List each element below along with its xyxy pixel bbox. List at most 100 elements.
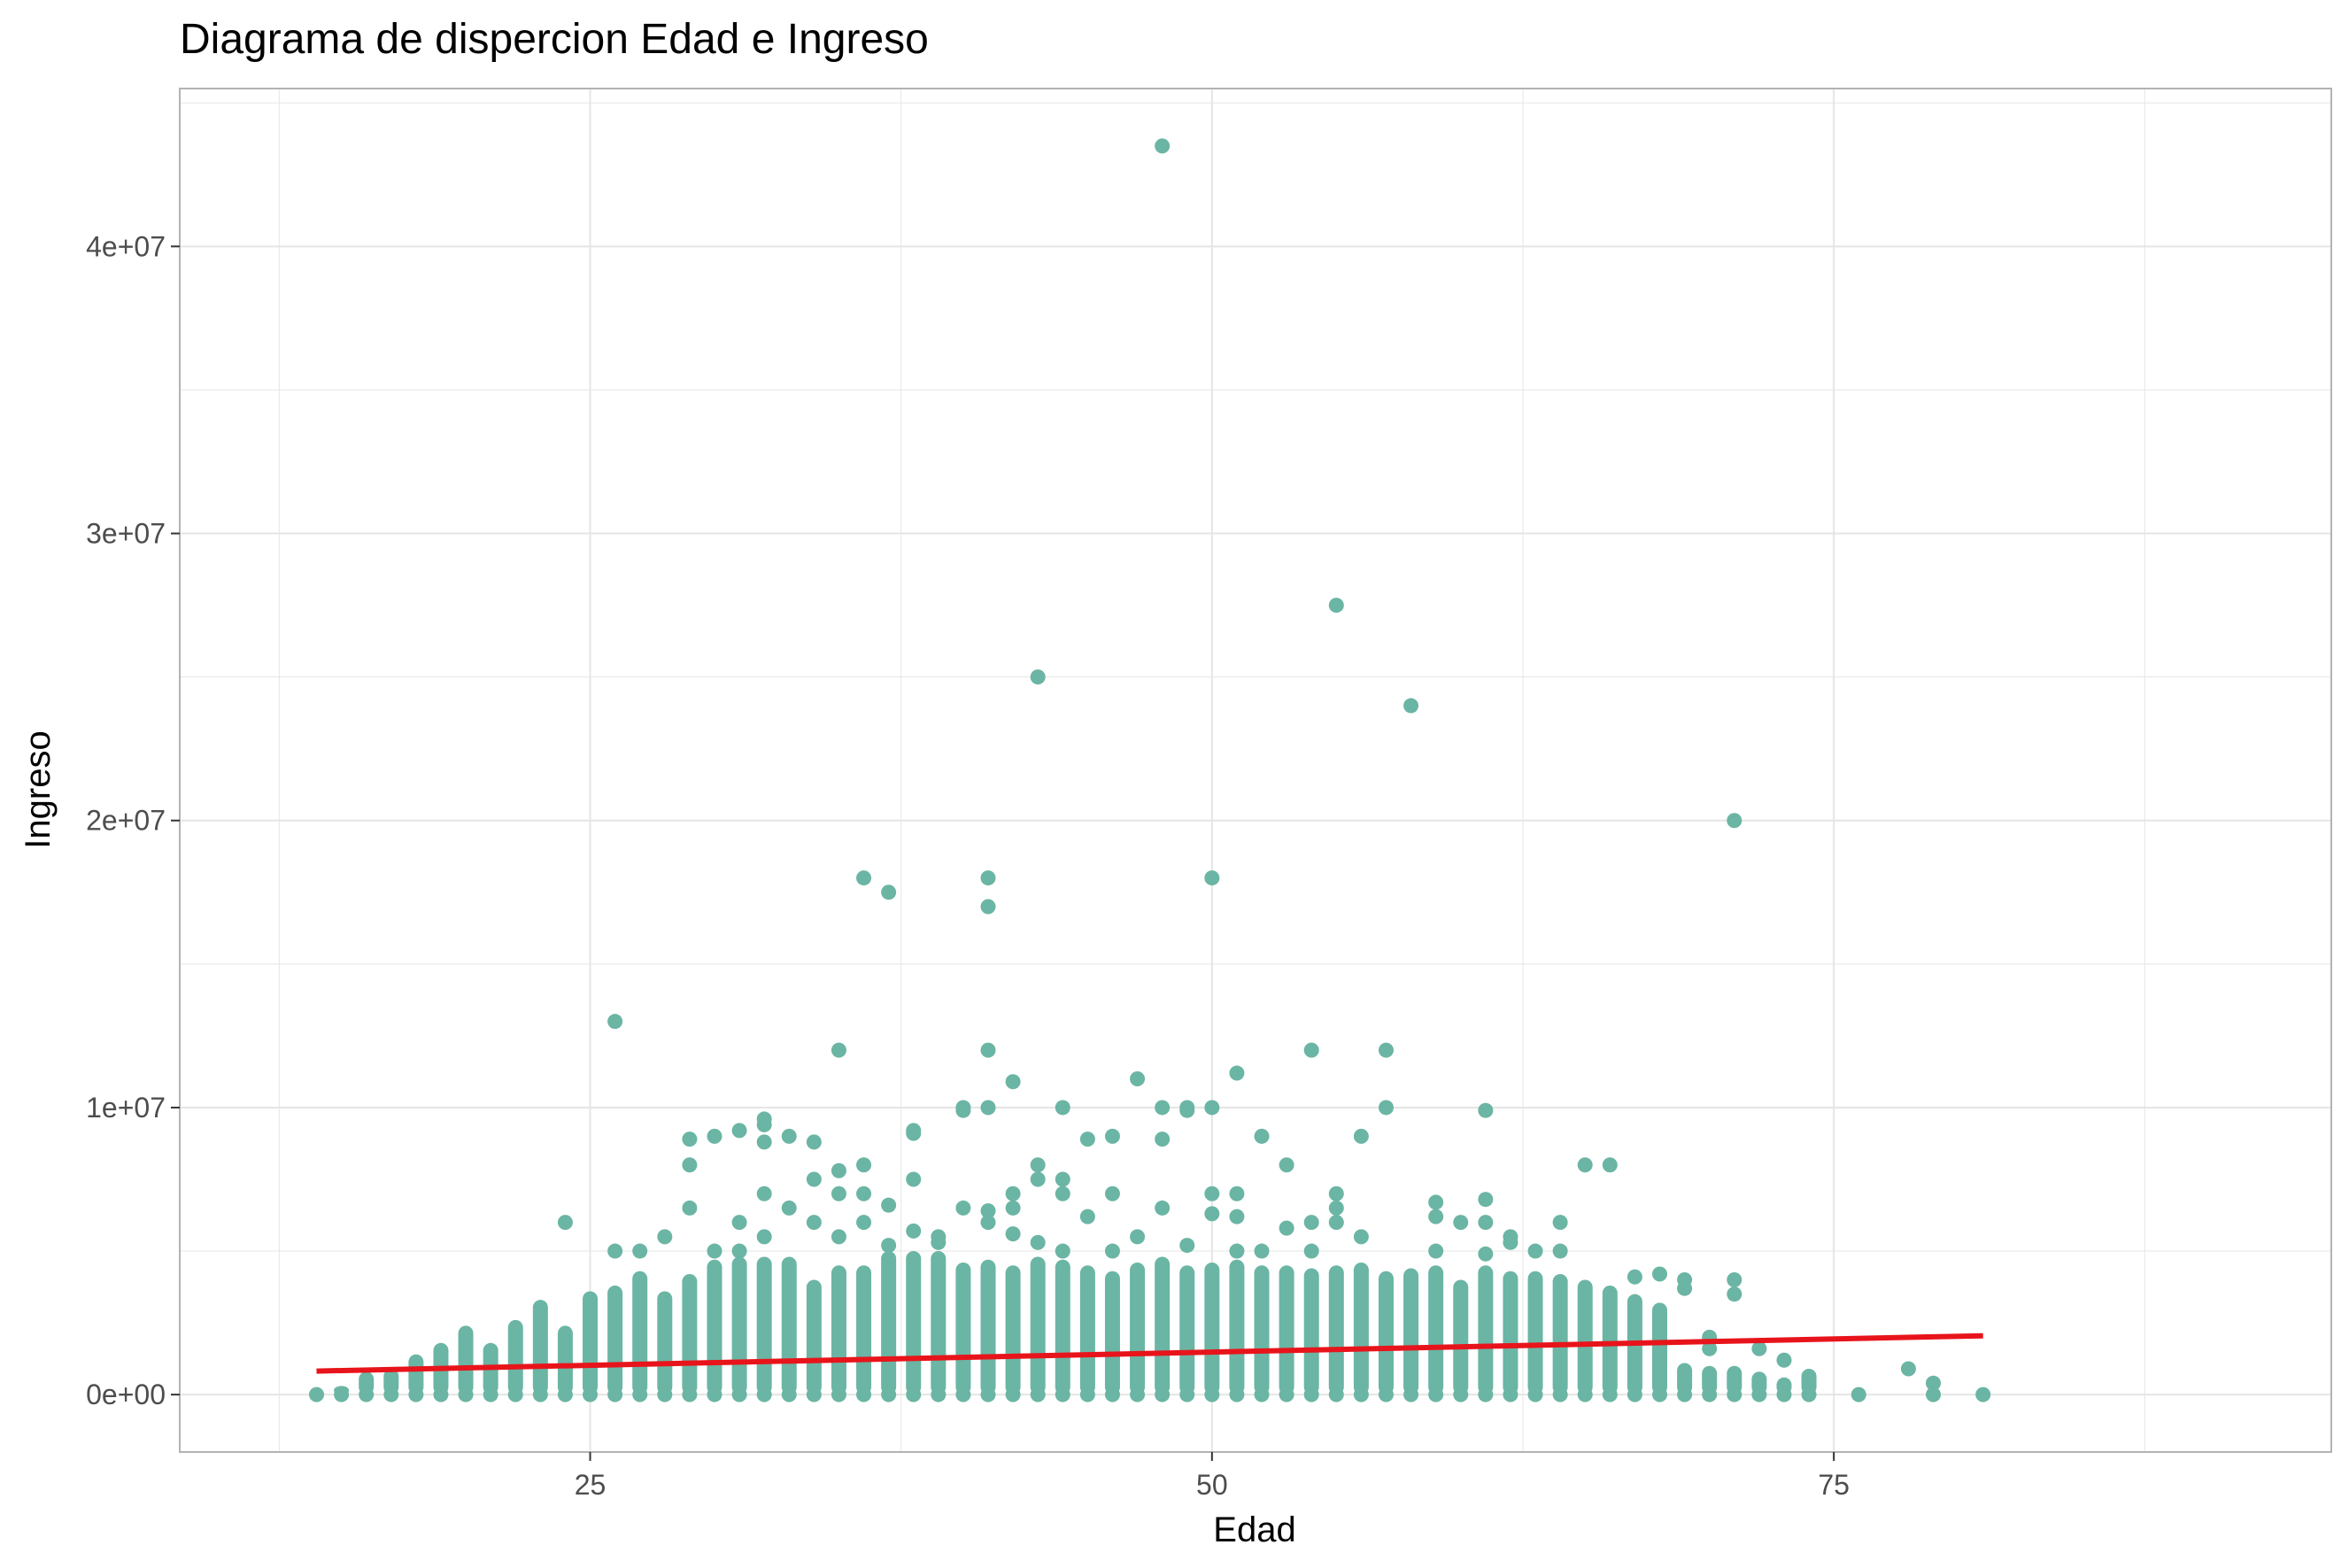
- data-point-column: [1179, 1265, 1195, 1395]
- data-point: [607, 1243, 623, 1259]
- data-point: [1552, 1243, 1568, 1259]
- x-axis-title: Edad: [1213, 1510, 1295, 1549]
- data-point: [632, 1243, 648, 1259]
- data-point: [1453, 1215, 1469, 1231]
- data-point-column: [781, 1256, 797, 1395]
- data-point: [1652, 1266, 1668, 1282]
- x-axis-ticks: 25 50 75: [575, 1452, 1850, 1501]
- data-point: [856, 1157, 872, 1173]
- data-point: [1727, 1271, 1742, 1287]
- grid: [180, 89, 2331, 1452]
- x-tick-label: 50: [1196, 1469, 1228, 1501]
- data-point: [1104, 1128, 1120, 1144]
- data-point: [1229, 1065, 1245, 1081]
- data-point: [1204, 1100, 1220, 1116]
- data-point: [1503, 1234, 1518, 1250]
- data-point: [781, 1200, 797, 1216]
- data-point: [1851, 1386, 1866, 1402]
- y-axis-ticks: 0e+00 1e+07 2e+07 3e+07 4e+07: [86, 230, 180, 1410]
- data-point-column: [1527, 1271, 1543, 1395]
- data-point-column: [1428, 1265, 1444, 1395]
- data-point: [1527, 1243, 1543, 1259]
- data-point-column: [1702, 1365, 1718, 1395]
- data-point: [881, 1238, 897, 1254]
- data-point: [831, 1229, 846, 1245]
- data-point-column: [707, 1259, 722, 1395]
- data-point: [980, 870, 996, 886]
- data-point: [1005, 1226, 1021, 1242]
- data-point: [980, 1215, 996, 1231]
- data-point-column: [1030, 1256, 1046, 1395]
- data-point: [756, 1186, 772, 1201]
- data-point: [1428, 1243, 1444, 1259]
- data-point: [806, 1134, 822, 1150]
- data-point: [1155, 138, 1171, 154]
- y-tick-label: 0e+00: [86, 1379, 166, 1410]
- data-point-column: [1727, 1365, 1742, 1395]
- data-point-column: [657, 1291, 673, 1395]
- data-point-column: [1279, 1265, 1294, 1395]
- data-point: [1030, 1157, 1046, 1173]
- data-point: [1353, 1128, 1369, 1144]
- data-point: [1229, 1209, 1245, 1224]
- data-point: [1229, 1186, 1245, 1201]
- data-point: [1055, 1186, 1070, 1201]
- data-point: [1727, 1286, 1742, 1302]
- data-point: [856, 870, 872, 886]
- data-point: [980, 1100, 996, 1116]
- data-point-column: [1403, 1268, 1419, 1395]
- data-point: [881, 1197, 897, 1213]
- data-point: [806, 1171, 822, 1187]
- data-point-column: [682, 1273, 698, 1395]
- data-point: [731, 1123, 747, 1139]
- data-point-column: [1328, 1265, 1344, 1395]
- data-point: [682, 1132, 698, 1147]
- data-point: [557, 1215, 573, 1231]
- data-point: [731, 1215, 747, 1231]
- data-point: [1303, 1215, 1319, 1231]
- data-point: [831, 1162, 846, 1178]
- data-point-column: [831, 1265, 846, 1395]
- data-point: [806, 1215, 822, 1231]
- data-point-column: [906, 1251, 922, 1395]
- data-point: [1378, 1100, 1394, 1116]
- data-point: [1403, 698, 1419, 714]
- data-point: [1204, 1206, 1220, 1222]
- data-point: [1328, 598, 1344, 614]
- data-point: [1005, 1074, 1021, 1090]
- data-point: [1478, 1215, 1494, 1231]
- data-point: [1478, 1246, 1494, 1262]
- data-point: [1627, 1269, 1642, 1285]
- data-point-column: [359, 1371, 375, 1395]
- data-point: [707, 1243, 722, 1259]
- data-point: [1030, 1171, 1046, 1187]
- data-point: [682, 1157, 698, 1173]
- data-point: [1005, 1200, 1021, 1216]
- data-point: [731, 1243, 747, 1259]
- data-point: [607, 1014, 623, 1030]
- data-point: [955, 1200, 971, 1216]
- data-point: [1079, 1209, 1095, 1224]
- data-point: [881, 884, 897, 900]
- data-point-column: [632, 1271, 648, 1395]
- data-point-column: [881, 1251, 897, 1395]
- data-point-column: [1005, 1265, 1021, 1395]
- data-point-column: [1055, 1259, 1070, 1395]
- data-point: [1303, 1042, 1319, 1058]
- data-point-column: [1378, 1271, 1394, 1395]
- data-point-column: [931, 1251, 947, 1395]
- trend-line-group: [316, 1332, 1983, 1374]
- data-point-column: [1478, 1265, 1494, 1395]
- data-point: [1378, 1042, 1394, 1058]
- data-point: [1204, 870, 1220, 886]
- chart-title: Diagrama de dispercion Edad e Ingreso: [180, 16, 929, 63]
- data-point-column: [1577, 1279, 1593, 1395]
- data-point: [1055, 1171, 1070, 1187]
- y-tick-label: 2e+07: [86, 805, 166, 837]
- x-tick-label: 75: [1818, 1469, 1850, 1501]
- data-point-column: [1353, 1263, 1369, 1395]
- data-point: [781, 1128, 797, 1144]
- data-point-column: [607, 1285, 623, 1395]
- data-point-column: [980, 1259, 996, 1395]
